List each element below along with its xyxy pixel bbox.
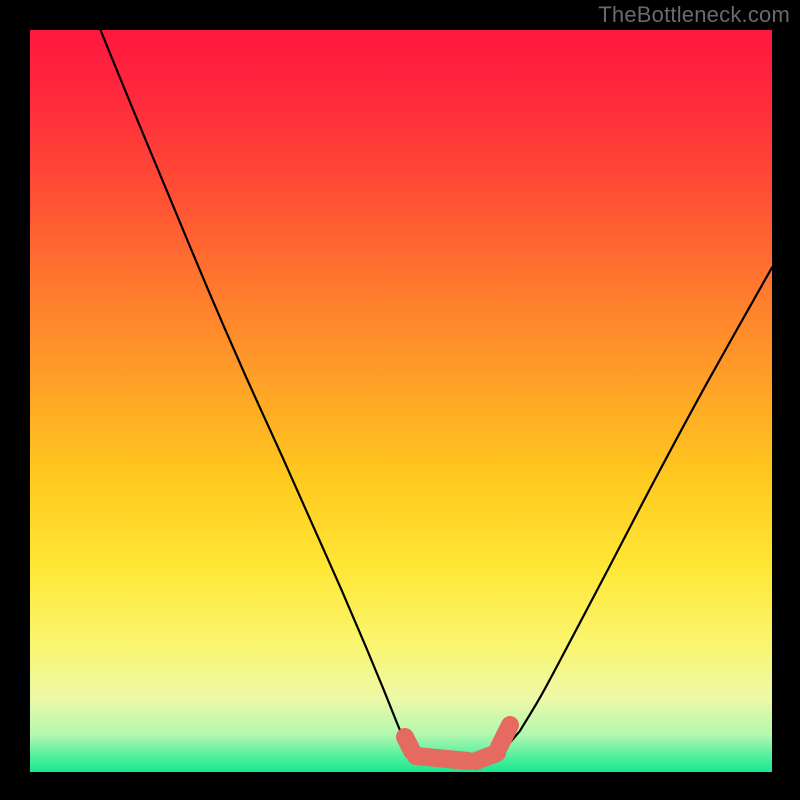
watermark-text: TheBottleneck.com: [598, 2, 790, 28]
gradient-plot-area: [30, 30, 772, 772]
bottleneck-chart: [0, 0, 800, 800]
highlight-pill: [499, 725, 510, 747]
highlight-pill: [416, 756, 468, 761]
